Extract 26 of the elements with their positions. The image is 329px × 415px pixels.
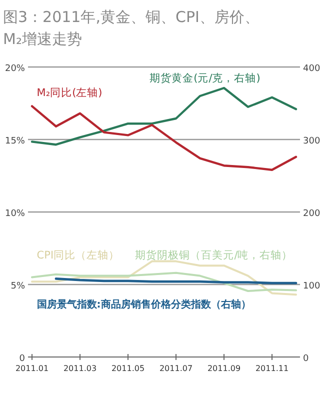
- y2-tick-label: 200: [303, 209, 320, 219]
- series-label: 期货黄金(元/克，右轴): [150, 72, 260, 84]
- line-series: [31, 272, 297, 292]
- x-tick-label: 2011.09: [207, 364, 241, 373]
- x-tick-label: 2011.05: [111, 364, 145, 373]
- y2-tick-label: 100: [303, 282, 320, 292]
- y-tick-label: 0: [19, 354, 26, 364]
- y2-tick-label: 0: [303, 354, 309, 364]
- x-tick-label: 2011.01: [15, 364, 49, 373]
- y-tick-label: 10%: [4, 209, 26, 219]
- series-label: 期货阴极铜（百美元/吨，右轴）: [135, 248, 293, 262]
- y-tick-label: 15%: [4, 136, 26, 146]
- x-tick-label: 2011.11: [255, 364, 289, 373]
- x-tick-label: 2011.03: [63, 364, 97, 373]
- series-label: 国房景气指数:商品房销售价格分类指数（右轴）: [36, 298, 251, 311]
- line-series: [30, 105, 298, 171]
- y-tick-label: 5%: [10, 282, 26, 292]
- x-tick-label: 2011.07: [159, 364, 193, 373]
- chart-title: 图3：2011年,黄金、铜、CPI、房价、M₂增速走势: [3, 8, 260, 48]
- y2-tick-label: 300: [303, 136, 320, 146]
- line-series: [31, 260, 297, 296]
- series-label: M₂同比(左轴): [36, 86, 102, 99]
- series-label: CPI同比（左轴）: [36, 248, 120, 262]
- line-series: [30, 86, 298, 146]
- y2-tick-label: 400: [303, 64, 320, 74]
- y-tick-label: 20%: [4, 64, 26, 74]
